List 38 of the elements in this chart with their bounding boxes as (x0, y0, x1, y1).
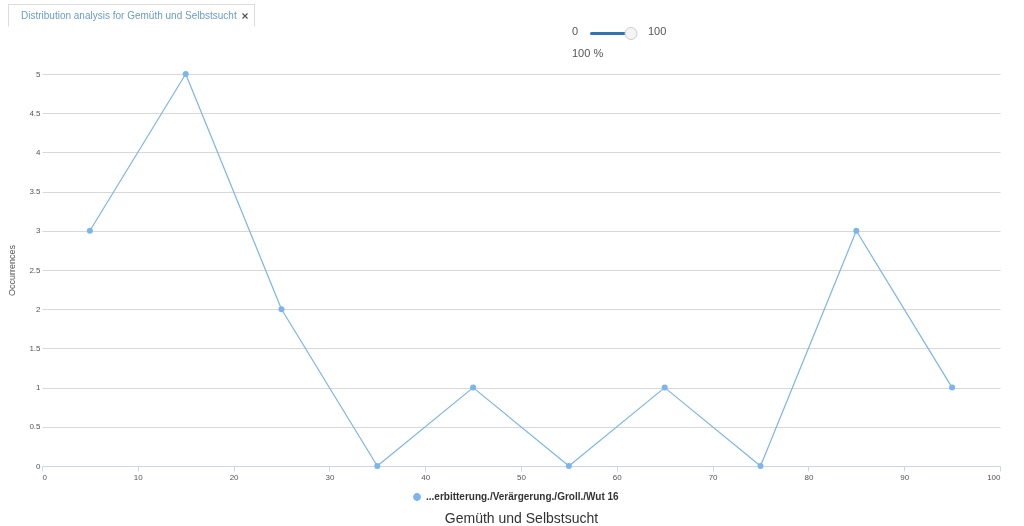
y-tick-label: 1.5 (29, 343, 42, 353)
point (565, 463, 572, 469)
y-tick-label: 2 (36, 304, 42, 314)
x-tick-label: 40 (421, 472, 431, 482)
point (757, 463, 764, 469)
x-tick-label: 60 (612, 472, 623, 482)
point (661, 384, 668, 391)
text: 100 (648, 25, 667, 37)
x-tick-label: 50 (517, 472, 527, 482)
y-tick-label: 1 (36, 383, 42, 393)
y-tick-label: 3 (36, 226, 42, 236)
y-tick-label: 4.5 (29, 108, 42, 118)
text: 0 (572, 25, 579, 37)
point (374, 463, 381, 469)
x-tick-label: 80 (804, 472, 814, 482)
point (278, 306, 285, 313)
x-tick-label: 70 (708, 472, 719, 482)
text: 100 % (572, 47, 604, 59)
y-tick-label: 2.5 (29, 265, 42, 275)
y-tick-label: 0.5 (29, 422, 42, 432)
chart-title: Distribution analysis for Gemüth und Selbstsucht (21, 10, 237, 21)
y-tick-label: 3.5 (29, 187, 42, 197)
x-tick-label: 10 (133, 472, 144, 482)
x-tick-label: 30 (325, 472, 335, 482)
legend-label: ...erbitterung./Verärgerung./Groll./Wut 16 (426, 491, 620, 502)
point (949, 384, 956, 391)
y-tick-label: 5 (36, 69, 42, 79)
point (470, 384, 477, 391)
x-axis-title: Gemüth und Selbstsucht (444, 509, 599, 526)
y-tick-label: 4 (36, 147, 42, 157)
x-tick-label: 20 (229, 472, 240, 482)
point (86, 227, 93, 234)
y-tick-label: 0 (36, 461, 42, 471)
y-axis-title: Occurrences (7, 244, 18, 297)
x-tick-label: 100 (987, 472, 1002, 482)
point (182, 71, 189, 77)
x-tick-label: 90 (900, 472, 910, 482)
point (853, 227, 860, 234)
